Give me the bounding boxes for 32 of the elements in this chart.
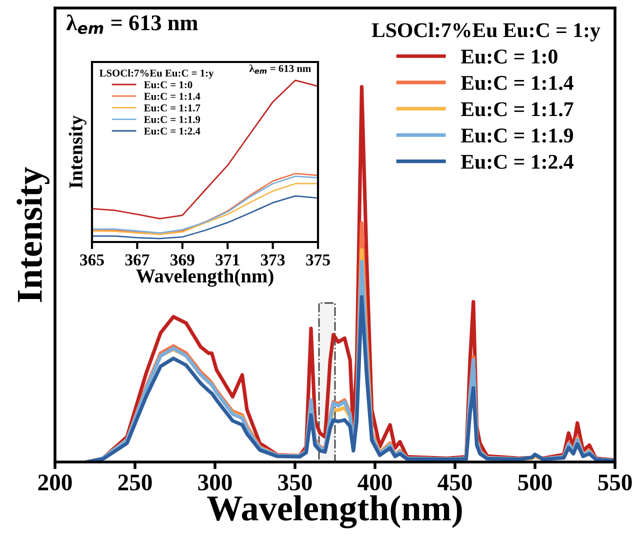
text: λ$_{em}$ = 613 nm — [66, 14, 198, 34]
y-axis-title: Intensity — [68, 115, 86, 188]
legend-title: LSOCl:7%Eu Eu:C = 1:y — [372, 22, 600, 42]
legend-label: Eu:C = 1:1.4 — [460, 76, 574, 90]
x-tick-label: 400 — [358, 474, 392, 490]
x-tick-label: 373 — [260, 254, 285, 266]
legend-label: Eu:C = 1:1.7 — [144, 104, 200, 112]
x-tick-label: 375 — [306, 254, 330, 266]
x-tick-label: 200 — [38, 474, 72, 490]
x-tick-label: 371 — [216, 254, 240, 266]
legend-label: Eu:C = 1:2.4 — [460, 154, 574, 169]
x-tick-label: 300 — [198, 474, 232, 490]
legend-label: Eu:C = 1:1.4 — [144, 92, 200, 100]
legend-label: Eu:C = 1:2.4 — [144, 128, 200, 135]
x-tick-label: 369 — [170, 254, 194, 266]
legend-label: Eu:C = 1:0 — [460, 50, 558, 64]
y-axis-title: Intensity — [16, 167, 50, 302]
x-axis-title: Wavelength(nm) — [136, 268, 274, 287]
x-tick-label: 550 — [598, 474, 632, 490]
x-tick-label: 450 — [438, 474, 472, 490]
legend-label: Eu:C = 1:1.9 — [144, 116, 200, 124]
x-tick-label: 500 — [518, 474, 552, 490]
x-tick-label: 250 — [118, 474, 152, 490]
x-tick-label: 367 — [125, 254, 150, 266]
text: λ$_{em}$ = 613 nm — [249, 64, 311, 74]
legend-label: Eu:C = 1:0 — [144, 81, 192, 88]
x-axis-title: Wavelength(nm) — [207, 495, 462, 528]
x-tick-label: 365 — [80, 254, 104, 266]
x-tick-label: 350 — [278, 474, 312, 490]
legend-title: LSOCl:7%Eu Eu:C = 1:y — [99, 69, 214, 79]
legend-label: Eu:C = 1:1.7 — [460, 102, 574, 116]
legend-label: Eu:C = 1:1.9 — [460, 128, 574, 143]
